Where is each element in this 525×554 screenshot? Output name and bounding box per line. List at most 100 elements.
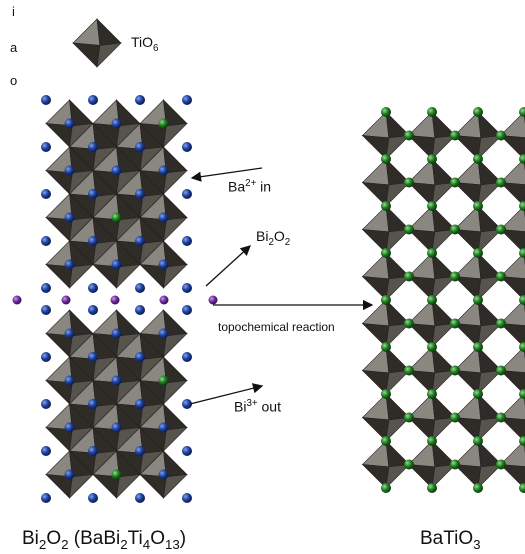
ba-ion [450,177,460,188]
tio6-octahedron [139,356,188,405]
ba-ion [381,389,391,399]
tio6-octahedron [499,158,525,207]
bi-ion [41,95,51,105]
arrows [189,167,374,405]
tio6-octahedron [453,252,503,301]
ba-ion [450,130,460,141]
tio6-octahedron [453,440,503,489]
bi-ion [158,212,169,223]
ba-ion [381,201,391,211]
tio6-octahedron [407,346,457,395]
ba-ion [519,248,525,258]
bi-ion [182,95,192,105]
bi-ion [111,422,122,433]
tio6-octahedron [407,440,457,489]
ba-ion [381,248,391,258]
tio6-octahedron [499,440,525,489]
tio6-octahedron [139,240,188,289]
bi-ion [135,142,145,152]
ba-ion [404,224,414,235]
bi-ion [135,352,145,362]
tio6-octahedron [92,240,141,289]
tio6-octahedron [499,299,525,348]
tio6-octahedron [72,18,122,68]
bi-ion [182,236,192,246]
bi-ion [135,95,145,105]
bi2o2-out-arrow [205,245,251,287]
bi-ion [88,399,98,409]
ba-ion [404,177,414,188]
bi-ion [88,446,98,456]
bi2o2-layered-structure [12,95,218,503]
tio6-octahedron [361,111,411,160]
tio6-octahedron [92,356,141,405]
bi-ion [158,259,169,270]
tio6-octahedron [139,99,188,148]
ba-ion [450,318,460,329]
tio6-octahedron [45,240,94,289]
right-caption: BaTiO3 [420,528,481,552]
bi-ion [64,212,75,223]
ba-ion [473,107,483,117]
bi2o2-ion [61,295,71,305]
bi-ion [41,446,51,456]
bi-ion [158,165,169,176]
bi-out-arrow [189,383,264,405]
ba-ion [111,212,122,223]
tio6-octahedron [499,111,525,160]
tio6-octahedron [453,205,503,254]
ba-ion [450,412,460,423]
bi-ion [182,493,192,503]
bi-ion [135,399,145,409]
ba-ion [450,224,460,235]
tio6-octahedron [407,205,457,254]
ba-in-label: Ba2+ in [228,178,272,195]
bi-ion [64,165,75,176]
bi-ion [41,399,51,409]
legend-letter-1: i [12,4,15,19]
ba-ion [519,295,525,305]
bi-ion [182,142,192,152]
tio6-octahedron [68,122,118,172]
bi-ion [111,375,122,386]
tio6-octahedron [499,205,525,254]
ba-ion [404,365,414,376]
tio6-octahedron [361,440,411,489]
tio6-octahedron-icon [72,18,122,68]
ba-ion [427,389,437,399]
bi-ion [64,118,75,129]
ba-ion [473,483,483,493]
bi-ion [182,399,192,409]
bi-ion [64,328,75,339]
bi-ion [135,305,145,315]
ba-ion [496,130,506,141]
legend-tio6-label: TiO6 [131,34,159,54]
ba-ion [473,295,483,305]
ba-ion [158,375,169,386]
tio6-octahedron [407,299,457,348]
legend-letter-3: o [10,73,18,88]
tio6-octahedron [139,309,188,358]
topochemical-reaction-label: topochemical reaction [218,320,335,334]
tio6-octahedron [499,393,525,442]
bi-ion [135,493,145,503]
ba-ion [427,436,437,446]
ba-ion [381,107,391,117]
bi-ion [41,305,51,315]
bi2o2-ion [110,295,120,305]
bi-ion [111,118,122,129]
bi-ion [64,259,75,270]
tio6-octahedron [453,346,503,395]
tio6-octahedron [407,393,457,442]
bi2o2-ion [12,295,22,305]
ba-ion [427,107,437,117]
ba-ion [381,483,391,493]
ba-ion [381,436,391,446]
tio6-octahedron [407,111,457,160]
tio6-octahedron [68,332,118,382]
ba-ion [519,389,525,399]
tio6-octahedron [453,158,503,207]
bi-ion [41,236,51,246]
bi-ion [182,446,192,456]
